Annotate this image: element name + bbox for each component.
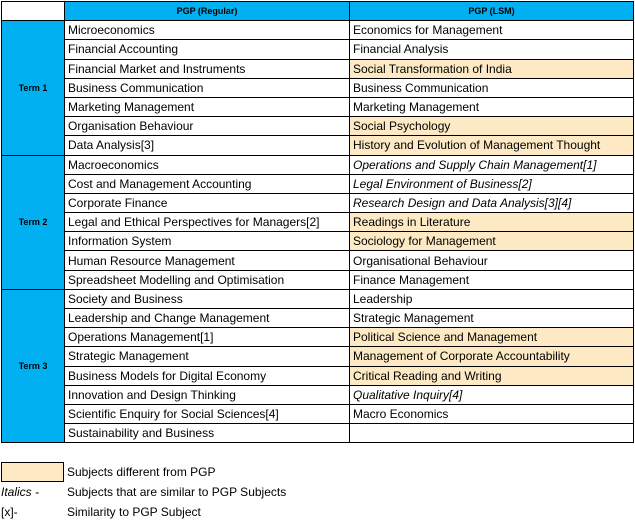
lsm-cell: Macro Economics xyxy=(349,403,634,425)
legend-text: Subjects that are similar to PGP Subject… xyxy=(67,485,287,499)
legend-key: Italics - xyxy=(1,485,40,499)
regular-cell: Innovation and Design Thinking xyxy=(64,384,350,405)
lsm-cell: Economics for Management xyxy=(349,20,634,41)
lsm-cell: Social Psychology xyxy=(349,116,634,137)
corner-cell xyxy=(1,0,65,22)
regular-cell: Cost and Management Accounting xyxy=(64,173,350,194)
lsm-cell: Management of Corporate Accountability xyxy=(349,346,634,367)
table-row: Strategic Management Management of Corpor… xyxy=(2,346,634,367)
table-row: Term 2 Macroeconomics Operations and Suppl… xyxy=(1,154,634,290)
lsm-cell: Social Transformation of India xyxy=(349,58,634,79)
regular-cell: Macroeconomics xyxy=(64,154,350,175)
regular-cell: Business Models for Digital Economy xyxy=(64,365,350,386)
curriculum-table: PGP (Regular) PGP (LSM) Term 1 Microeconomi… xyxy=(1,0,634,444)
table-row: Leadership and Change Management Strategi… xyxy=(2,307,634,329)
lsm-cell xyxy=(349,423,634,444)
table-row: Innovation and Design Thinking Qualitativ… xyxy=(2,384,634,405)
term-cell: Term 1 xyxy=(1,20,65,156)
term-cell: Term 2 xyxy=(1,154,65,290)
table-row: Business Models for Digital Economy Criti… xyxy=(2,365,634,386)
lsm-cell: Organisational Behaviour xyxy=(349,250,634,271)
table-row: Legal and Ethical Perspectives for Manag… xyxy=(2,212,634,233)
lsm-cell: Political Science and Management xyxy=(349,327,634,348)
term-cell: Term 3 xyxy=(1,288,65,444)
lsm-cell: Research Design and Data Analysis[3][4] xyxy=(349,192,634,214)
regular-cell: Marketing Management xyxy=(64,96,350,118)
regular-cell: Human Resource Management xyxy=(64,250,350,271)
lsm-cell: Strategic Management xyxy=(349,307,634,329)
lsm-cell: Financial Analysis xyxy=(349,39,634,60)
lsm-cell: Marketing Management xyxy=(349,96,634,118)
regular-cell: Corporate Finance xyxy=(64,192,350,214)
lsm-cell: Finance Management xyxy=(349,269,634,290)
header-row: PGP (Regular) PGP (LSM) xyxy=(1,0,634,22)
lsm-cell: Business Communication xyxy=(349,77,634,98)
regular-cell: Sustainability and Business xyxy=(64,423,350,444)
table-row: Information System Sociology for Manageme… xyxy=(2,231,634,252)
table-row: Financial Accounting Financial Analysis xyxy=(2,39,634,60)
table-row: Cost and Management Accounting Legal Envi… xyxy=(2,173,634,194)
regular-cell: Data Analysis[3] xyxy=(64,135,350,156)
lsm-cell: Qualitative Inquiry[4] xyxy=(349,384,634,405)
regular-cell: Legal and Ethical Perspectives for Manag… xyxy=(64,212,350,233)
header-cell: PGP (Regular) xyxy=(64,0,350,22)
regular-cell: Operations Management[1] xyxy=(64,327,350,348)
table-row: Business Communication Business Communica… xyxy=(2,77,634,98)
lsm-cell: Critical Reading and Writing xyxy=(349,365,634,386)
regular-cell: Spreadsheet Modelling and Optimisation xyxy=(64,269,350,290)
table-row: Corporate Finance Research Design and Dat… xyxy=(2,192,634,214)
regular-cell: Organisation Behaviour xyxy=(64,116,350,137)
lsm-cell: Sociology for Management xyxy=(349,231,634,252)
table-row: Term 3 Society and Business Leadership xyxy=(1,288,634,444)
legend-key: [x]- xyxy=(1,505,18,519)
regular-cell: Financial Market and Instruments xyxy=(64,58,350,79)
table-row: Operations Management[1] Political Scienc… xyxy=(2,327,634,348)
legend-text: Similarity to PGP Subject xyxy=(67,505,201,519)
lsm-cell: History and Evolution of Management Thou… xyxy=(349,135,634,156)
regular-cell: Strategic Management xyxy=(64,346,350,367)
regular-cell: Information System xyxy=(64,231,350,252)
legend-key xyxy=(1,462,64,482)
legend-row: Italics - Subjects that are similar to PG… xyxy=(1,482,286,502)
regular-cell: Leadership and Change Management xyxy=(64,307,350,329)
regular-cell: Microeconomics xyxy=(64,20,350,41)
table-row: Financial Market and Instruments Social T… xyxy=(2,58,634,79)
lsm-cell: Operations and Supply Chain Management[1… xyxy=(349,154,634,175)
regular-cell: Society and Business xyxy=(64,288,350,310)
table-row: Data Analysis[3] History and Evolution of… xyxy=(2,135,634,156)
table-row: Marketing Management Marketing Management xyxy=(2,96,634,118)
legend-row: [x]- Similarity to PGP Subject xyxy=(1,502,286,522)
header-cell: PGP (LSM) xyxy=(349,0,634,22)
lsm-cell: Legal Environment of Business[2] xyxy=(349,173,634,194)
lsm-cell: Readings in Literature xyxy=(349,212,634,233)
legend: Subjects different from PGP Italics - Subj… xyxy=(1,462,286,522)
table-row: Spreadsheet Modelling and Optimisation Fi… xyxy=(2,269,634,290)
table-row: Human Resource Management Organisational … xyxy=(2,250,634,271)
table-row: Scientific Enquiry for Social Sciences[4… xyxy=(2,403,634,425)
legend-row: Subjects different from PGP xyxy=(1,462,286,482)
table-row: Sustainability and Business xyxy=(2,423,634,444)
legend-text: Subjects different from PGP xyxy=(67,465,216,479)
regular-cell: Business Communication xyxy=(64,77,350,98)
table-row: Organisation Behaviour Social Psychology xyxy=(2,116,634,137)
regular-cell: Scientific Enquiry for Social Sciences[4… xyxy=(64,403,350,425)
table-row: Term 1 Microeconomics Economics for Manage… xyxy=(1,20,634,156)
regular-cell: Financial Accounting xyxy=(64,39,350,60)
lsm-cell: Leadership xyxy=(349,288,634,310)
